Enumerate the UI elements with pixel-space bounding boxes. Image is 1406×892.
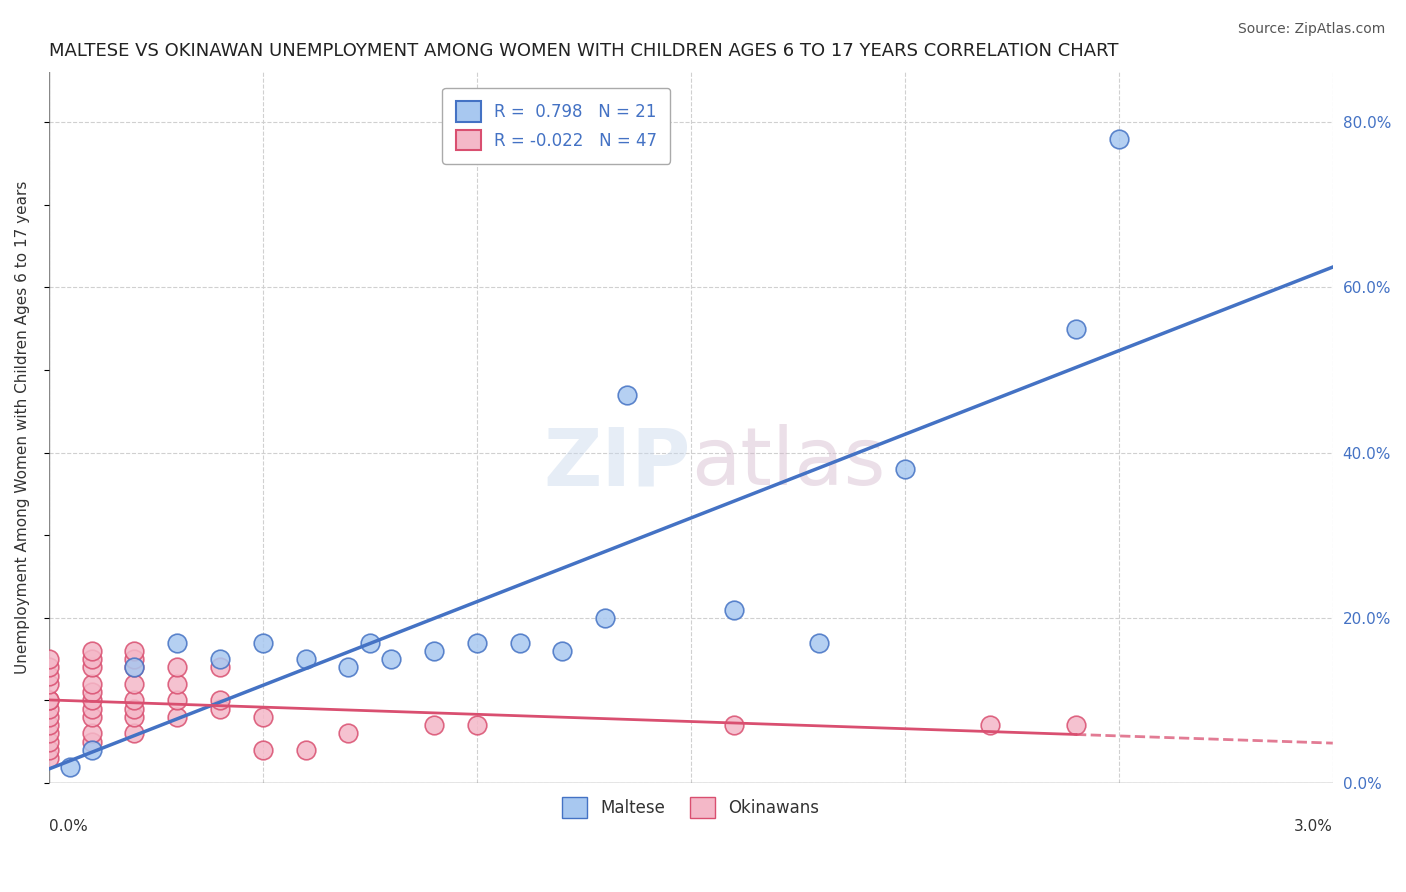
Point	[38, 693, 60, 707]
Text: ZIP: ZIP	[544, 425, 690, 502]
Point	[38, 735, 60, 749]
Point	[166, 693, 188, 707]
Text: atlas: atlas	[690, 425, 886, 502]
Point	[80, 652, 103, 666]
Point	[38, 710, 60, 724]
Point	[337, 660, 360, 674]
Point	[38, 660, 60, 674]
Point	[1108, 131, 1130, 145]
Point	[723, 718, 745, 732]
Point	[423, 718, 446, 732]
Point	[38, 652, 60, 666]
Point	[337, 726, 360, 740]
Point	[124, 693, 146, 707]
Point	[124, 677, 146, 691]
Point	[38, 668, 60, 682]
Point	[208, 652, 231, 666]
Point	[124, 660, 146, 674]
Point	[166, 660, 188, 674]
Point	[124, 710, 146, 724]
Point	[252, 635, 274, 649]
Point	[80, 660, 103, 674]
Point	[80, 726, 103, 740]
Text: Source: ZipAtlas.com: Source: ZipAtlas.com	[1237, 22, 1385, 37]
Point	[208, 701, 231, 715]
Point	[593, 611, 616, 625]
Point	[38, 743, 60, 757]
Point	[208, 660, 231, 674]
Point	[80, 710, 103, 724]
Text: MALTESE VS OKINAWAN UNEMPLOYMENT AMONG WOMEN WITH CHILDREN AGES 6 TO 17 YEARS CO: MALTESE VS OKINAWAN UNEMPLOYMENT AMONG W…	[49, 42, 1118, 60]
Point	[80, 743, 103, 757]
Point	[979, 718, 1001, 732]
Point	[38, 751, 60, 765]
Point	[465, 718, 488, 732]
Point	[80, 693, 103, 707]
Point	[38, 693, 60, 707]
Y-axis label: Unemployment Among Women with Children Ages 6 to 17 years: Unemployment Among Women with Children A…	[15, 181, 30, 674]
Point	[723, 602, 745, 616]
Point	[294, 743, 316, 757]
Legend: Maltese, Okinawans: Maltese, Okinawans	[555, 791, 827, 824]
Point	[465, 635, 488, 649]
Point	[38, 726, 60, 740]
Point	[80, 644, 103, 658]
Point	[616, 387, 638, 401]
Point	[38, 718, 60, 732]
Point	[208, 693, 231, 707]
Text: 3.0%: 3.0%	[1294, 819, 1333, 834]
Text: 0.0%: 0.0%	[49, 819, 87, 834]
Point	[80, 677, 103, 691]
Point	[808, 635, 831, 649]
Point	[59, 759, 82, 773]
Point	[166, 710, 188, 724]
Point	[380, 652, 402, 666]
Point	[124, 726, 146, 740]
Point	[294, 652, 316, 666]
Point	[894, 462, 917, 476]
Point	[124, 660, 146, 674]
Point	[359, 635, 381, 649]
Point	[166, 635, 188, 649]
Point	[423, 644, 446, 658]
Point	[38, 701, 60, 715]
Point	[80, 735, 103, 749]
Point	[38, 677, 60, 691]
Point	[124, 652, 146, 666]
Point	[80, 701, 103, 715]
Point	[551, 644, 574, 658]
Point	[252, 710, 274, 724]
Point	[509, 635, 531, 649]
Point	[252, 743, 274, 757]
Point	[80, 685, 103, 699]
Point	[124, 644, 146, 658]
Point	[166, 677, 188, 691]
Point	[124, 701, 146, 715]
Point	[1064, 718, 1087, 732]
Point	[1064, 321, 1087, 335]
